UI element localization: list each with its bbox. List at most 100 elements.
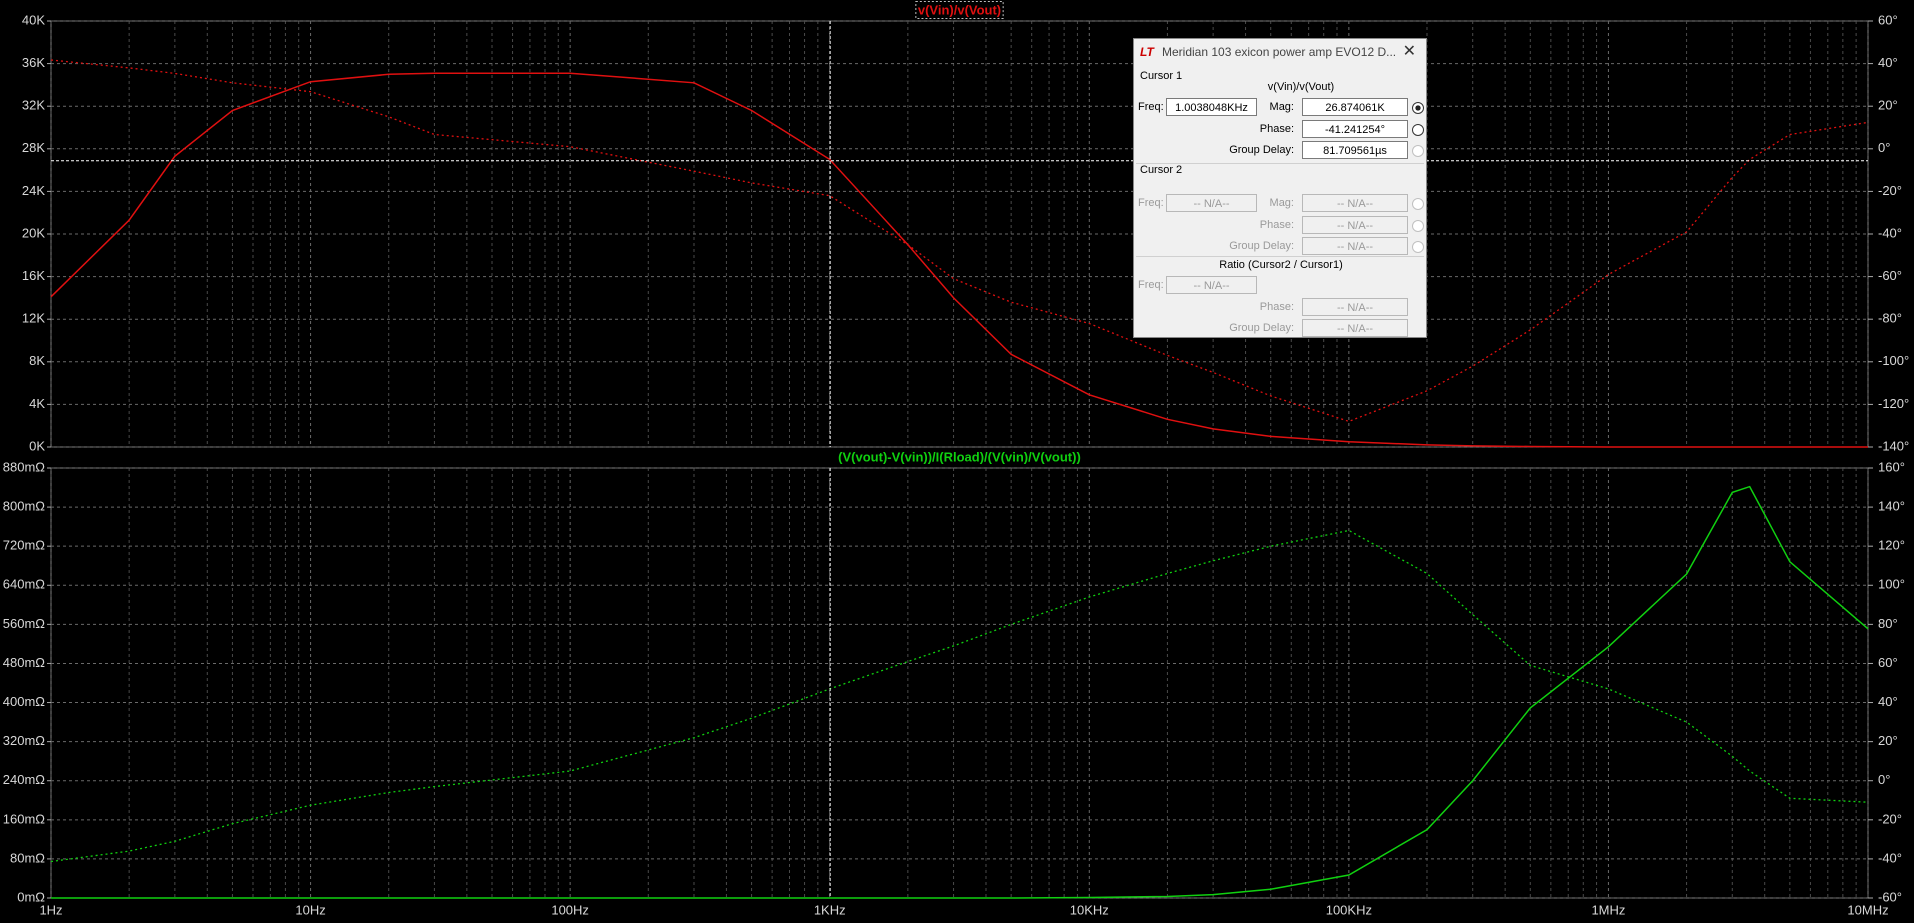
y-tick-label: 160mΩ [3, 811, 46, 826]
x-tick-label: 100Hz [551, 902, 589, 917]
x-tick-label: 1Hz [39, 902, 62, 917]
y2-tick-label: 20° [1878, 98, 1898, 113]
y-tick-label: 24K [22, 183, 45, 198]
y-tick-label: 12K [22, 311, 45, 326]
chart-title: (V(vout)-V(vin))/I(Rload)/(V(vin)/V(vout… [838, 449, 1081, 464]
y-tick-label: 36K [22, 55, 45, 70]
field-label: Group Delay: [1229, 144, 1294, 156]
x-tick-label: 1KHz [814, 902, 846, 917]
y2-tick-label: 40° [1878, 694, 1898, 709]
freq-field: -- N/A-- [1166, 276, 1257, 294]
delay-field: -- N/A-- [1302, 319, 1408, 337]
y-tick-label: 240mΩ [3, 772, 46, 787]
y2-tick-label: 160° [1878, 459, 1905, 474]
separator [1136, 163, 1424, 164]
y-tick-label: 720mΩ [3, 538, 46, 553]
logo: LT [1140, 45, 1154, 59]
field-label: Phase: [1259, 301, 1294, 313]
section-heading: Ratio (Cursor2 / Cursor1) [1219, 259, 1343, 271]
field-label: Mag: [1269, 101, 1294, 113]
y2-tick-label: 60° [1878, 12, 1898, 27]
trace [51, 485, 1869, 899]
field-label: Freq: [1138, 279, 1164, 291]
title-selection [915, 0, 1004, 19]
y-tick-label: 560mΩ [3, 616, 46, 631]
radio-button [1412, 220, 1424, 232]
y-tick-label: 320mΩ [3, 733, 46, 748]
y-tick-label: 16K [22, 268, 45, 283]
y-tick-label: 32K [22, 98, 45, 113]
section-heading: Cursor 1 [1140, 70, 1183, 82]
y-tick-label: 4K [29, 396, 45, 411]
delay-field[interactable]: 81.709561µs [1302, 141, 1408, 159]
x-tick-label: 100KHz [1326, 902, 1372, 917]
field-label: Group Delay: [1229, 240, 1294, 252]
y-tick-label: 80mΩ [10, 850, 45, 865]
freq-field[interactable]: 1.0038048KHz [1166, 98, 1257, 116]
delay-field: -- N/A-- [1302, 237, 1408, 255]
y2-tick-label: 0° [1878, 772, 1890, 787]
field-label: Phase: [1259, 123, 1294, 135]
y2-tick-label: -60° [1878, 889, 1902, 904]
y2-tick-label: 60° [1878, 655, 1898, 670]
y-tick-label: 0K [29, 438, 45, 453]
y-tick-label: 28K [22, 140, 45, 155]
trace [50, 72, 1868, 448]
y2-tick-label: 0° [1878, 140, 1890, 155]
y-tick-label: 640mΩ [3, 577, 46, 592]
y2-tick-label: 80° [1878, 616, 1898, 631]
trace-name: v(Vin)/v(Vout) [1267, 81, 1335, 93]
chart-title: v(Vin)/v(Vout) [918, 2, 1001, 17]
x-tick-label: 10MHz [1847, 902, 1888, 917]
field-label: Phase: [1259, 219, 1294, 231]
y2-tick-label: 20° [1878, 733, 1898, 748]
close-button[interactable]: ✕ [1402, 43, 1416, 60]
x-tick-label: 10KHz [1070, 902, 1109, 917]
y-tick-label: 40K [22, 12, 45, 27]
phase-field[interactable]: -41.241254° [1302, 120, 1408, 138]
y2-tick-label: -100° [1878, 353, 1909, 368]
mag-field[interactable]: 26.874061K [1302, 98, 1408, 116]
y2-tick-label: -20° [1878, 183, 1902, 198]
radio-button[interactable] [1412, 102, 1424, 114]
y-tick-label: 400mΩ [3, 694, 46, 709]
phase-field: -- N/A-- [1302, 298, 1408, 316]
y2-tick-label: 140° [1878, 499, 1905, 514]
radio-button [1412, 241, 1424, 253]
y2-tick-label: 40° [1878, 55, 1898, 70]
freq-field: -- N/A-- [1166, 194, 1257, 212]
y2-tick-label: 100° [1878, 577, 1905, 592]
y-tick-label: 8K [29, 353, 45, 368]
y-tick-label: 800mΩ [3, 499, 46, 514]
x-tick-label: 10Hz [295, 902, 325, 917]
radio-button [1412, 198, 1424, 210]
phase-field: -- N/A-- [1302, 216, 1408, 234]
dialog-title: Meridian 103 exicon power amp EVO12 D... [1162, 45, 1397, 59]
y2-tick-label: -20° [1878, 811, 1902, 826]
field-label: Freq: [1138, 101, 1164, 113]
field-label: Group Delay: [1229, 322, 1294, 334]
radio-button[interactable] [1412, 124, 1424, 136]
y2-tick-label: -60° [1878, 268, 1902, 283]
y2-tick-label: 120° [1878, 538, 1905, 553]
section-heading: Cursor 2 [1140, 164, 1183, 176]
cursor-dialog: LT Meridian 103 exicon power amp EVO12 D… [1133, 38, 1427, 338]
trace [50, 529, 1869, 863]
field-label: Mag: [1269, 197, 1294, 209]
y2-tick-label: -140° [1878, 438, 1909, 453]
radio-button[interactable] [1412, 145, 1424, 157]
y2-tick-label: -120° [1878, 396, 1909, 411]
y-tick-label: 0mΩ [17, 889, 45, 904]
y-tick-label: 20K [22, 225, 45, 240]
field-label: Freq: [1138, 197, 1164, 209]
x-tick-label: 1MHz [1591, 902, 1625, 917]
y-tick-label: 480mΩ [3, 655, 46, 670]
mag-field: -- N/A-- [1302, 194, 1408, 212]
separator [1136, 256, 1424, 257]
y2-tick-label: -80° [1878, 311, 1902, 326]
y2-tick-label: -40° [1878, 225, 1902, 240]
y2-tick-label: -40° [1878, 850, 1902, 865]
y-tick-label: 880mΩ [3, 459, 46, 474]
